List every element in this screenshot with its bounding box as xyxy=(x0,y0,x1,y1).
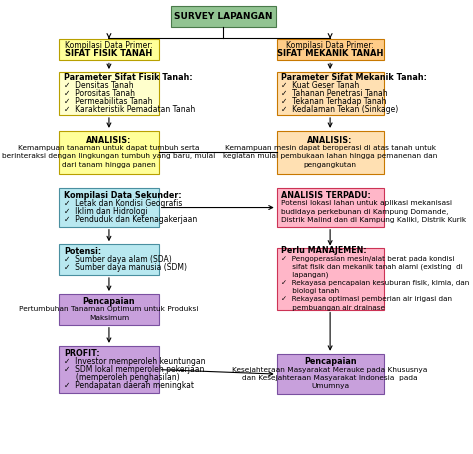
Text: Distrik Malind dan di Kampung Kaliki, Distrik Kurik: Distrik Malind dan di Kampung Kaliki, Di… xyxy=(281,217,466,223)
Text: Perlu MANAJEMEN:: Perlu MANAJEMEN: xyxy=(281,246,367,255)
Text: ✓  Iklim dan Hidrologi: ✓ Iklim dan Hidrologi xyxy=(64,207,148,216)
Text: dari tanam hingga panen: dari tanam hingga panen xyxy=(62,162,156,168)
Text: pengangkutan: pengangkutan xyxy=(304,162,357,168)
Text: ✓  Densitas Tanah: ✓ Densitas Tanah xyxy=(64,81,133,90)
Text: Parameter Sifat Fisik Tanah:: Parameter Sifat Fisik Tanah: xyxy=(64,73,193,82)
FancyBboxPatch shape xyxy=(277,354,384,395)
Text: SIFAT FISIK TANAH: SIFAT FISIK TANAH xyxy=(65,49,153,58)
FancyBboxPatch shape xyxy=(59,294,158,325)
Text: ✓  Kuat Geser Tanah: ✓ Kuat Geser Tanah xyxy=(281,81,359,90)
FancyBboxPatch shape xyxy=(59,346,158,393)
Text: ✓  Rekayasa pencapaian kesuburan fisik, kimia, dan: ✓ Rekayasa pencapaian kesuburan fisik, k… xyxy=(281,280,469,286)
Text: Kompilasi Data Primer:: Kompilasi Data Primer: xyxy=(286,41,374,50)
Text: ANALISIS TERPADU:: ANALISIS TERPADU: xyxy=(281,191,371,200)
Text: ✓  Kedalaman Tekan (Sinkage): ✓ Kedalaman Tekan (Sinkage) xyxy=(281,105,398,114)
Text: Kompilasi Data Sekunder:: Kompilasi Data Sekunder: xyxy=(64,191,181,200)
Text: ✓  Investor memperoleh keuntungan: ✓ Investor memperoleh keuntungan xyxy=(64,357,205,366)
Text: SIFAT MEKANIK TANAH: SIFAT MEKANIK TANAH xyxy=(277,49,383,58)
FancyBboxPatch shape xyxy=(59,131,158,174)
Text: (memperoleh penghasilan): (memperoleh penghasilan) xyxy=(64,373,179,382)
Text: ✓  Tekanan Terhadap Tanah: ✓ Tekanan Terhadap Tanah xyxy=(281,97,386,106)
Text: pembuangan air drainase: pembuangan air drainase xyxy=(281,305,385,311)
Text: Pencapaian: Pencapaian xyxy=(304,357,357,366)
Text: ✓  Penduduk dan Ketenagakerjaan: ✓ Penduduk dan Ketenagakerjaan xyxy=(64,215,197,224)
FancyBboxPatch shape xyxy=(59,39,158,60)
FancyBboxPatch shape xyxy=(59,188,158,227)
Text: ✓  Karakteristik Pemadatan Tanah: ✓ Karakteristik Pemadatan Tanah xyxy=(64,105,195,114)
Text: ✓  Pendapatan daerah meningkat: ✓ Pendapatan daerah meningkat xyxy=(64,381,194,390)
Text: sifat fisik dan mekanik tanah alami (existing  di: sifat fisik dan mekanik tanah alami (exi… xyxy=(281,264,463,270)
FancyBboxPatch shape xyxy=(277,72,384,115)
Text: ✓  Sumber daya manusia (SDM): ✓ Sumber daya manusia (SDM) xyxy=(64,263,187,272)
Text: ANALISIS:: ANALISIS: xyxy=(307,136,353,144)
Text: Kemampuan mesin dapat beroperasi di atas tanah untuk: Kemampuan mesin dapat beroperasi di atas… xyxy=(225,145,436,151)
Text: Potensi:: Potensi: xyxy=(64,247,101,256)
Text: SURVEY LAPANGAN: SURVEY LAPANGAN xyxy=(174,12,272,21)
Text: biologi tanah: biologi tanah xyxy=(281,288,339,294)
Text: Kompilasi Data Primer:: Kompilasi Data Primer: xyxy=(65,41,153,50)
Text: Maksimum: Maksimum xyxy=(89,315,129,321)
FancyBboxPatch shape xyxy=(277,131,384,174)
Text: ✓  SDM lokal memperoleh pekerjaan: ✓ SDM lokal memperoleh pekerjaan xyxy=(64,365,204,374)
Text: Parameter Sifat Mekanik Tanah:: Parameter Sifat Mekanik Tanah: xyxy=(281,73,427,82)
Text: Pertumbuhan Tanaman Optimum untuk Produksi: Pertumbuhan Tanaman Optimum untuk Produk… xyxy=(19,306,199,312)
Text: lapangan): lapangan) xyxy=(281,272,329,278)
Text: budidaya perkebunan di Kampung Domande,: budidaya perkebunan di Kampung Domande, xyxy=(281,208,448,215)
Text: dan Kesejahteraan Masyarakat Indonesia  pada: dan Kesejahteraan Masyarakat Indonesia p… xyxy=(242,375,418,381)
Text: Kesejahteraan Masyarakat Merauke pada Khususnya: Kesejahteraan Masyarakat Merauke pada Kh… xyxy=(232,367,428,373)
Text: ✓  Porositas Tanah: ✓ Porositas Tanah xyxy=(64,89,135,98)
Text: berinteraksi dengan lingkungan tumbuh yang baru, mulai: berinteraksi dengan lingkungan tumbuh ya… xyxy=(2,153,216,159)
Text: ✓  Letak dan Kondisi Geografis: ✓ Letak dan Kondisi Geografis xyxy=(64,199,182,208)
FancyBboxPatch shape xyxy=(277,39,384,60)
Text: ✓  Rekayasa optimasi pemberian air irigasi dan: ✓ Rekayasa optimasi pemberian air irigas… xyxy=(281,296,452,302)
Text: ✓  Tahanan Penetrasi Tanah: ✓ Tahanan Penetrasi Tanah xyxy=(281,89,388,98)
Text: PROFIT:: PROFIT: xyxy=(64,349,99,358)
FancyBboxPatch shape xyxy=(59,244,158,275)
Text: ✓  Permeabilitas Tanah: ✓ Permeabilitas Tanah xyxy=(64,97,152,106)
Text: ✓  Pengoperasian mesin/alat berat pada kondisi: ✓ Pengoperasian mesin/alat berat pada ko… xyxy=(281,256,455,262)
FancyBboxPatch shape xyxy=(171,6,276,27)
Text: ANALISIS:: ANALISIS: xyxy=(86,136,131,144)
Text: kegiatan mulai pembukaan lahan hingga pemanenan dan: kegiatan mulai pembukaan lahan hingga pe… xyxy=(223,153,438,159)
Text: Potensi lokasi lahan untuk aplikasi mekanisasi: Potensi lokasi lahan untuk aplikasi meka… xyxy=(281,201,452,207)
Text: Kemampuan tanaman untuk dapat tumbuh serta: Kemampuan tanaman untuk dapat tumbuh ser… xyxy=(18,145,200,151)
Text: ✓  Sumber daya alam (SDA): ✓ Sumber daya alam (SDA) xyxy=(64,255,172,264)
Text: Umumnya: Umumnya xyxy=(311,383,349,390)
FancyBboxPatch shape xyxy=(59,72,158,115)
FancyBboxPatch shape xyxy=(277,248,384,310)
Text: Pencapaian: Pencapaian xyxy=(83,297,135,306)
FancyBboxPatch shape xyxy=(277,188,384,227)
